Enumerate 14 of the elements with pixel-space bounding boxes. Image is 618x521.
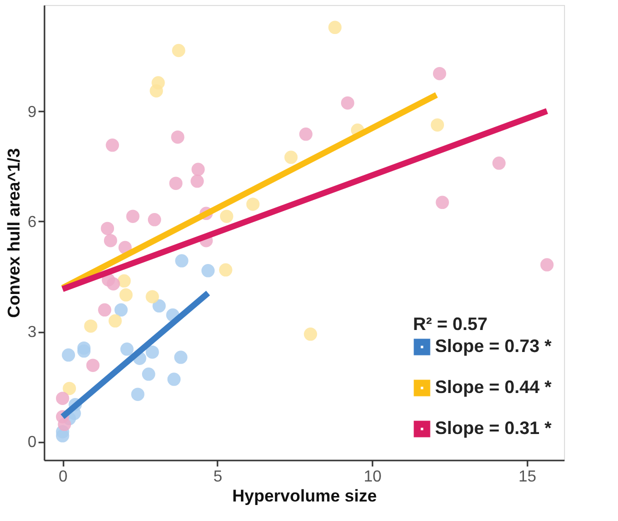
legend-label: Slope = 0.44 *	[435, 377, 552, 397]
legend-label: Slope = 0.31 *	[435, 418, 552, 438]
y-tick-label: 9	[28, 104, 37, 121]
x-tick-label: 5	[213, 468, 222, 486]
y-tick-label: 3	[28, 324, 37, 342]
x-tick-label: 10	[364, 468, 382, 486]
x-tick-label: 15	[518, 468, 536, 486]
legend-label: Slope = 0.73 *	[435, 336, 552, 356]
x-axis-title: Hypervolume size	[232, 486, 377, 506]
legend-title: R² = 0.57	[413, 314, 488, 334]
y-axis-title: Convex hull area^1/3	[4, 148, 24, 318]
y-tick-label: 0	[28, 434, 37, 452]
x-tick-label: 0	[58, 468, 68, 486]
y-tick-label: 6	[28, 214, 37, 231]
